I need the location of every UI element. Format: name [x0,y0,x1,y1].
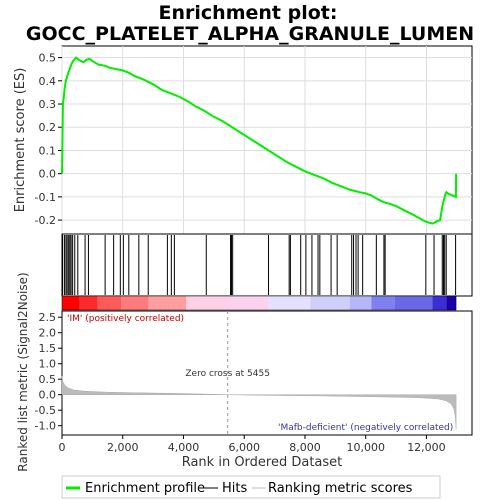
es-y-tick-label: -0.1 [35,191,56,204]
color-bar-segment [121,296,149,310]
hits-panel [61,233,473,297]
x-tick-label: 0 [59,441,66,454]
chart-title-line2: GOCC_PLATELET_ALPHA_GRANULE_LUMEN [26,23,474,45]
correlation-color-bar [61,295,457,311]
metric-panel: 2.5 2.0 1.5 1.0 0.5 0.0 -0.5 -1.0 Zero cross at… [16,272,473,472]
es-y-tick-label: 0.5 [39,52,57,65]
x-tick-label: 10,000 [346,441,385,454]
negative-label: 'Mafb-deficient' (negatively correlated) [278,423,453,433]
legend-label-hits: Hits [222,481,247,496]
color-bar-segment [97,296,122,310]
metric-y-ticks: 2.5 2.0 1.5 1.0 0.5 0.0 -0.5 -1.0 [35,311,62,433]
color-bar-segment [310,296,350,310]
es-y-tick-label: 0.4 [39,75,57,88]
metric-y-tick-label: 2.5 [39,311,57,324]
color-bar-segment [268,296,311,310]
metric-y-tick-label: 1.0 [39,358,57,371]
es-y-tick-label: 0.0 [39,168,57,181]
color-bar-segment [394,296,433,310]
es-panel-frame [61,45,473,235]
color-bar-segment [186,296,228,310]
es-line [61,56,458,225]
x-tick-label: 6,000 [228,441,260,454]
color-bar-segment [446,296,457,310]
color-bar-segment [79,296,98,310]
color-bar-segment [227,296,269,310]
legend-label-metric: Ranking metric scores [268,481,413,496]
color-bar-outline [61,295,457,311]
metric-y-tick-label: -1.0 [35,420,56,433]
metric-area [61,376,457,429]
x-ticks: 0 2,000 4,000 6,000 8,000 10,000 12,000 [59,435,446,454]
metric-axis-title: Ranked list metric (Signal2Noise) [16,272,30,471]
color-bar-segment [432,296,447,310]
x-tick-label: 12,000 [407,441,446,454]
metric-y-tick-label: 0.0 [39,389,57,402]
color-bar-segment [148,296,187,310]
hits-panel-frame [61,233,473,297]
metric-y-tick-label: 2.0 [39,327,57,340]
zero-cross-label: Zero cross at 5455 [185,369,270,379]
legend-label-enrichment: Enrichment profile [85,481,205,496]
color-bar-segment [62,296,80,310]
es-y-tick-label: 0.2 [39,121,57,134]
color-bar-segment [349,296,372,310]
x-tick-label: 8,000 [289,441,321,454]
hit-lines [62,235,457,295]
es-y-tick-label: 0.3 [39,98,57,111]
color-bar-segment [371,296,395,310]
positive-label: 'IM' (positively correlated) [67,314,184,324]
es-y-tick-label: 0.1 [39,144,57,157]
es-y-tick-label: -0.2 [35,214,56,227]
metric-y-tick-label: 0.5 [39,373,57,386]
x-tick-label: 2,000 [107,441,139,454]
metric-y-tick-label: 1.5 [39,342,57,355]
x-tick-label: 4,000 [168,441,200,454]
es-axis-title: Enrichment score (ES) [13,68,28,213]
metric-panel-frame [61,310,473,436]
chart-title-line1: Enrichment plot: [159,2,338,24]
x-axis-title: Rank in Ordered Dataset [182,455,343,470]
legend-frame [61,475,441,499]
legend: Enrichment profile Hits Ranking metric s… [61,475,441,499]
metric-y-tick-label: -0.5 [35,404,56,417]
es-y-ticks: 0.5 0.4 0.3 0.2 0.1 0.0 -0.1 -0.2 [35,52,62,227]
es-panel: 0.5 0.4 0.3 0.2 0.1 0.0 -0.1 -0.2 Enrichment sc… [13,45,473,235]
